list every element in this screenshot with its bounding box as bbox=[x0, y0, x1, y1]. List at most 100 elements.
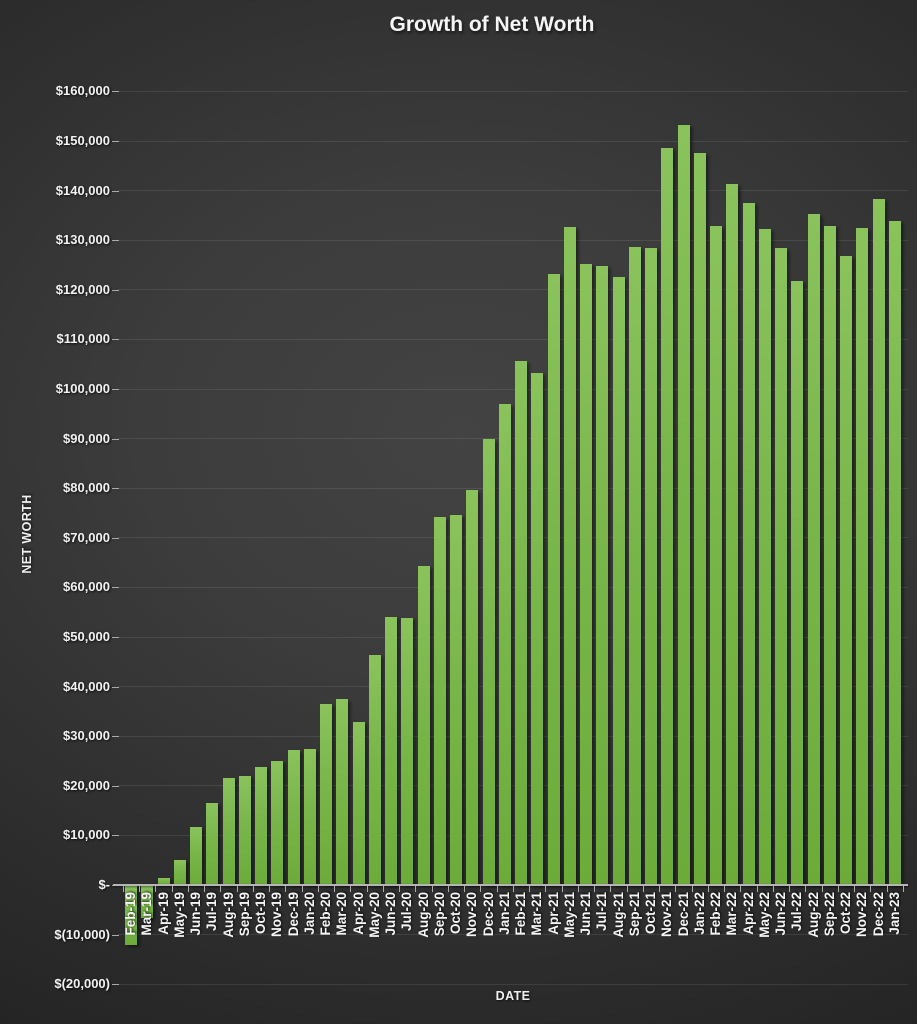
x-axis-tick bbox=[561, 886, 563, 892]
gridline bbox=[118, 785, 908, 787]
x-axis-tick bbox=[366, 886, 368, 892]
y-axis-tick-label: $150,000 bbox=[55, 133, 110, 148]
y-axis-tick-label: $100,000 bbox=[55, 381, 110, 396]
x-axis-tick bbox=[171, 886, 173, 892]
y-axis-tick bbox=[112, 438, 119, 440]
bar-feb-21 bbox=[515, 360, 527, 885]
bar-apr-21 bbox=[547, 273, 560, 885]
y-axis-tick bbox=[112, 835, 119, 837]
y-axis-tick-label: $90,000 bbox=[63, 430, 110, 446]
y-axis-tick-label: $80,000 bbox=[63, 480, 110, 496]
x-axis-tick bbox=[269, 886, 271, 892]
x-axis-tick-label: Feb-19 bbox=[123, 892, 138, 936]
x-axis-tick-label: Jul-21 bbox=[594, 892, 610, 932]
x-axis-tick bbox=[626, 886, 628, 892]
x-axis-tick-label: Oct-22 bbox=[838, 892, 853, 935]
bar-nov-22 bbox=[856, 228, 869, 885]
x-axis-tick-label: Feb-22 bbox=[708, 892, 723, 936]
bar-apr-20 bbox=[352, 721, 365, 885]
x-axis-tick-label: Jun-22 bbox=[773, 892, 788, 936]
x-axis-tick-label: Aug-20 bbox=[415, 892, 431, 938]
gridline bbox=[118, 190, 908, 192]
x-axis-tick-label: Oct-21 bbox=[643, 892, 658, 935]
bar-oct-21 bbox=[645, 247, 657, 885]
gridline bbox=[118, 537, 908, 539]
gridline bbox=[118, 438, 908, 440]
x-axis-tick bbox=[577, 886, 579, 892]
x-axis-tick-label: Sep-19 bbox=[236, 892, 252, 937]
x-axis-tick-label: Feb-20 bbox=[318, 892, 333, 936]
x-axis-tick-label: Aug-22 bbox=[805, 892, 821, 938]
x-axis-tick bbox=[821, 886, 823, 892]
y-axis-tick-label: $160,000 bbox=[55, 83, 110, 99]
bar-dec-20 bbox=[482, 439, 495, 885]
x-axis-tick bbox=[805, 886, 807, 892]
y-axis-tick-label: $20,000 bbox=[63, 777, 110, 793]
bar-nov-20 bbox=[466, 490, 479, 885]
x-axis-tick bbox=[122, 886, 124, 892]
y-axis-tick bbox=[112, 389, 119, 390]
x-axis-tick bbox=[464, 886, 466, 892]
x-axis-tick-label: Sep-21 bbox=[626, 892, 642, 937]
bar-dec-22 bbox=[872, 198, 885, 885]
bar-jan-22 bbox=[693, 152, 706, 885]
gridline bbox=[118, 388, 908, 390]
bar-jun-20 bbox=[385, 616, 397, 885]
y-axis-tick bbox=[112, 190, 119, 192]
x-axis-tick-label: May-19 bbox=[171, 892, 187, 938]
x-axis-tick bbox=[659, 886, 661, 892]
x-axis-tick bbox=[187, 886, 189, 892]
bar-jan-23 bbox=[888, 220, 901, 885]
bar-feb-22 bbox=[710, 225, 722, 885]
x-axis-tick-label: Apr-20 bbox=[350, 892, 366, 935]
x-axis-tick-label: Jul-20 bbox=[399, 892, 415, 932]
y-axis-tick-label: $(20,000) bbox=[54, 976, 110, 992]
bar-mar-22 bbox=[726, 184, 739, 885]
x-axis-tick bbox=[724, 886, 726, 892]
x-axis-tick bbox=[772, 886, 774, 892]
gridline bbox=[118, 834, 908, 836]
bar-apr-22 bbox=[742, 203, 755, 885]
x-axis-tick-label: Apr-21 bbox=[545, 892, 561, 935]
x-axis-tick-label: Oct-19 bbox=[253, 892, 268, 935]
bar-jul-20 bbox=[401, 618, 414, 885]
x-axis-tick bbox=[480, 886, 482, 892]
bar-mar-19 bbox=[141, 886, 154, 919]
bar-may-22 bbox=[758, 229, 771, 885]
x-axis-tick-label: Oct-20 bbox=[448, 892, 463, 935]
gridline bbox=[118, 934, 908, 936]
x-axis-tick-label: Aug-19 bbox=[220, 892, 236, 938]
bar-jul-22 bbox=[791, 280, 804, 885]
x-axis-tick-label: May-20 bbox=[366, 892, 382, 938]
x-axis-tick bbox=[512, 886, 514, 892]
bar-jun-19 bbox=[190, 827, 202, 885]
bar-aug-19 bbox=[222, 778, 235, 885]
x-axis-tick-label: May-21 bbox=[561, 892, 577, 938]
y-axis-tick bbox=[112, 785, 119, 787]
x-axis-tick-label: Mar-19 bbox=[139, 892, 155, 936]
x-axis-tick-label: Jun-21 bbox=[578, 892, 593, 936]
x-axis-tick-label: Jan-21 bbox=[496, 892, 512, 935]
x-axis-tick bbox=[301, 886, 303, 892]
y-axis-tick-label: $60,000 bbox=[63, 579, 110, 595]
y-axis-tick bbox=[112, 984, 119, 986]
x-axis-tick bbox=[236, 886, 238, 892]
x-axis-tick bbox=[642, 886, 644, 892]
x-axis-tick-label: Feb-21 bbox=[513, 892, 528, 936]
bar-jun-21 bbox=[580, 263, 592, 885]
chart-title: Growth of Net Worth bbox=[389, 13, 595, 36]
x-axis-title: DATE bbox=[495, 989, 531, 1003]
x-axis-tick bbox=[756, 886, 758, 892]
bar-oct-19 bbox=[255, 767, 267, 885]
bar-sep-19 bbox=[238, 776, 251, 885]
bar-may-21 bbox=[563, 226, 576, 885]
x-axis-tick bbox=[854, 886, 856, 892]
x-axis-tick-label: Sep-20 bbox=[431, 892, 447, 937]
gridline bbox=[118, 983, 908, 985]
x-axis-tick-label: Nov-20 bbox=[464, 892, 480, 938]
x-axis-tick bbox=[139, 886, 141, 892]
x-axis-tick-label: Nov-22 bbox=[854, 892, 870, 938]
bar-sep-20 bbox=[433, 516, 446, 885]
bar-mar-21 bbox=[531, 373, 544, 885]
